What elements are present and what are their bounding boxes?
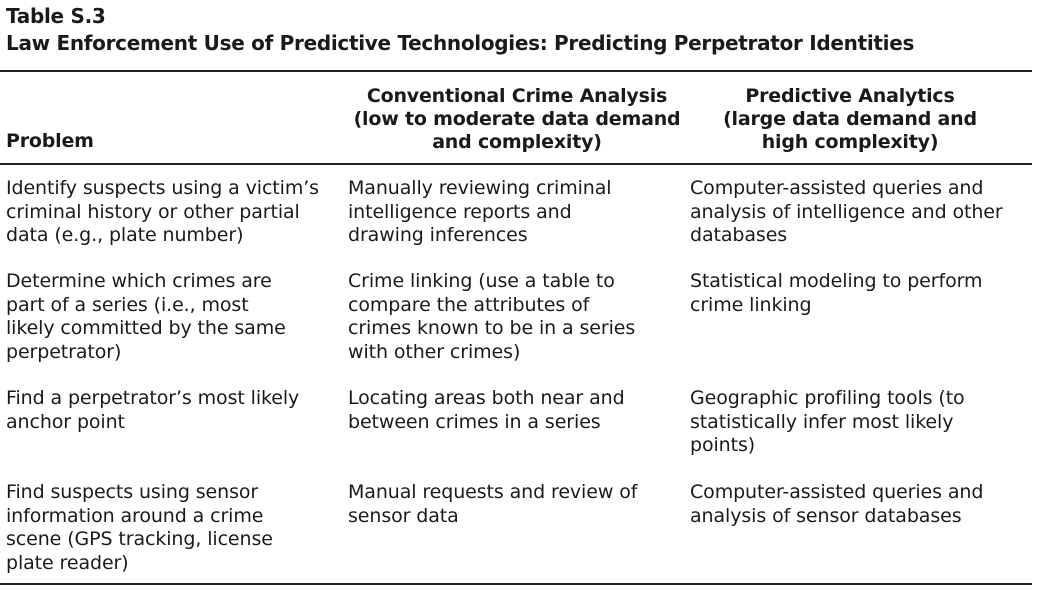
row-conventional-cell: Crime linking (use a table to compare th… — [348, 270, 636, 363]
header-problem: Problem — [6, 130, 94, 152]
row-conventional-cell: Manual requests and review of sensor dat… — [348, 481, 638, 527]
header-predictive-analytics: Predictive Analytics (large data demand … — [723, 85, 977, 153]
row-predictive-cell: Computer-assisted queries and analysis o… — [690, 177, 1003, 246]
row-problem-cell: Find suspects using sensor information a… — [6, 481, 273, 574]
header-conventional-crime-analysis: Conventional Crime Analysis (low to mode… — [353, 85, 681, 153]
bottom-rule — [0, 583, 1032, 585]
table-caption: Table S.3 Law Enforcement Use of Predict… — [6, 3, 914, 57]
row-conventional-cell: Manually reviewing criminal intelligence… — [348, 177, 612, 246]
row-conventional-cell: Locating areas both near and between cri… — [348, 387, 625, 433]
row-problem-cell: Find a perpetrator’s most likely anchor … — [6, 387, 300, 433]
table-title: Law Enforcement Use of Predictive Techno… — [6, 31, 915, 55]
top-rule — [0, 70, 1032, 72]
row-problem-cell: Determine which crimes are part of a ser… — [6, 270, 286, 363]
row-predictive-cell: Statistical modeling to perform crime li… — [690, 270, 983, 316]
header-rule — [0, 163, 1032, 165]
row-problem-cell: Identify suspects using a victim’s crimi… — [6, 177, 319, 246]
row-predictive-cell: Geographic profiling tools (to statistic… — [690, 387, 965, 456]
table-label: Table S.3 — [6, 4, 106, 28]
row-predictive-cell: Computer-assisted queries and analysis o… — [690, 481, 984, 527]
